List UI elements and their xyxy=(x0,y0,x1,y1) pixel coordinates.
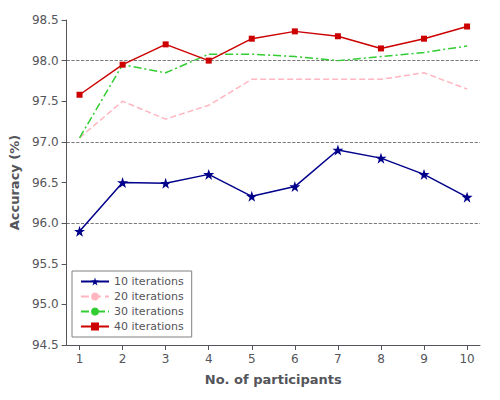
svg-text:98.5: 98.5 xyxy=(32,13,59,27)
svg-text:95.0: 95.0 xyxy=(32,297,59,311)
svg-text:94.5: 94.5 xyxy=(32,338,59,352)
svg-text:4: 4 xyxy=(205,352,213,366)
svg-text:5: 5 xyxy=(248,352,256,366)
svg-text:95.5: 95.5 xyxy=(32,257,59,271)
svg-text:Accuracy (%): Accuracy (%) xyxy=(7,135,22,231)
svg-text:No. of participants: No. of participants xyxy=(205,372,342,387)
svg-text:40 iterations: 40 iterations xyxy=(114,320,184,333)
svg-text:96.0: 96.0 xyxy=(32,216,59,230)
svg-text:98.0: 98.0 xyxy=(32,54,59,68)
svg-text:7: 7 xyxy=(334,352,342,366)
svg-text:10 iterations: 10 iterations xyxy=(114,275,184,288)
svg-text:97.5: 97.5 xyxy=(32,94,59,108)
svg-text:8: 8 xyxy=(377,352,385,366)
svg-text:30 iterations: 30 iterations xyxy=(114,305,184,318)
svg-text:3: 3 xyxy=(162,352,170,366)
svg-text:1: 1 xyxy=(76,352,84,366)
svg-text:9: 9 xyxy=(420,352,428,366)
svg-text:96.5: 96.5 xyxy=(32,176,59,190)
svg-text:6: 6 xyxy=(291,352,299,366)
svg-text:2: 2 xyxy=(119,352,127,366)
svg-text:20 iterations: 20 iterations xyxy=(114,290,184,303)
svg-text:97.0: 97.0 xyxy=(32,135,59,149)
svg-text:10: 10 xyxy=(459,352,474,366)
